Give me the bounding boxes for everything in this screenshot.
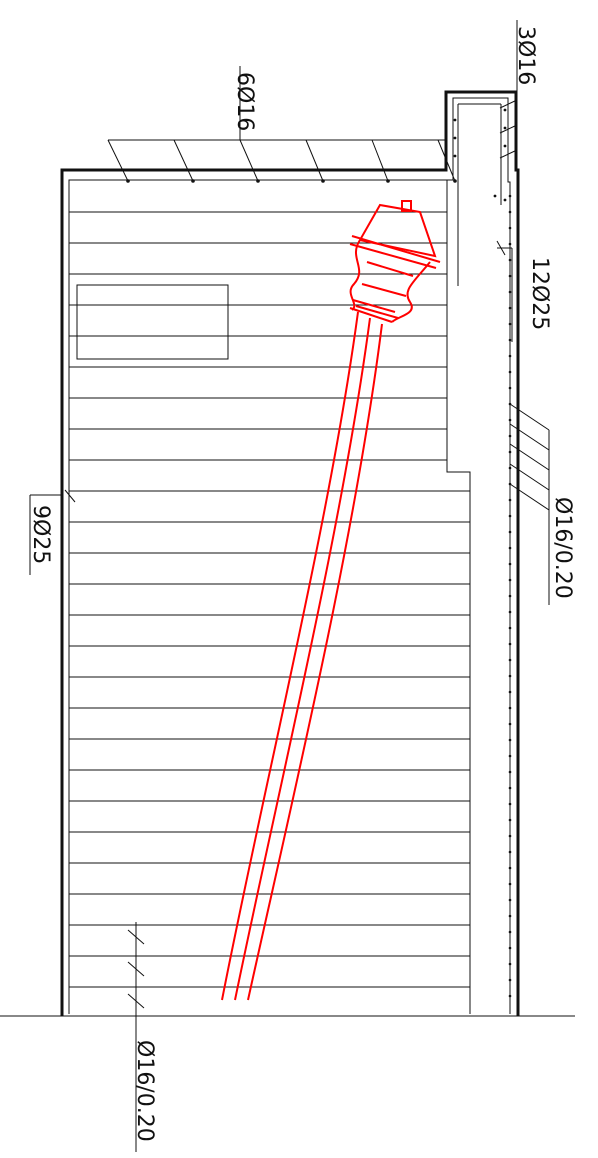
label-top-bar: 6Ø16	[232, 72, 257, 131]
label-left-bar: 9Ø25	[28, 505, 53, 564]
bar-dot	[508, 786, 512, 790]
bar-dot	[508, 226, 512, 230]
label-right-bar: 12Ø25	[527, 257, 552, 330]
bar-dot	[508, 306, 512, 310]
bar-dot	[508, 242, 512, 246]
opening	[76, 284, 229, 360]
bar-dot	[508, 962, 512, 966]
bar-dot	[508, 946, 512, 950]
bar-dot	[508, 930, 512, 934]
bar-dot	[508, 722, 512, 726]
bar-dot	[508, 322, 512, 326]
bar-dot	[508, 434, 512, 438]
bar-dot	[508, 210, 512, 214]
bar-dot	[508, 754, 512, 758]
bar-dot	[508, 498, 512, 502]
bar-dot	[508, 818, 512, 822]
bar-dot	[508, 866, 512, 870]
bar-dot	[508, 898, 512, 902]
wall-outline	[60, 90, 520, 1016]
bar-dot	[508, 530, 512, 534]
label-right-stirrup: Ø16/0.20	[550, 497, 575, 599]
cap-dots	[453, 108, 507, 202]
bar-dot	[508, 594, 512, 598]
bar-dot	[508, 738, 512, 742]
bar-dot	[508, 978, 512, 982]
bar-dot	[508, 514, 512, 518]
bar-dot	[508, 290, 512, 294]
bar-dot	[508, 466, 512, 470]
bar-dot	[508, 258, 512, 262]
corner-bar-leaders	[499, 20, 518, 159]
bar-dot	[508, 418, 512, 422]
bar-dot	[508, 882, 512, 886]
anchor-device	[221, 200, 441, 1001]
bar-dot	[508, 626, 512, 630]
bar-dot	[508, 642, 512, 646]
inner-step	[446, 180, 471, 1014]
bar-dot	[508, 562, 512, 566]
bar-dot	[508, 658, 512, 662]
top-bar-leaders	[107, 66, 456, 182]
left-bar-leader	[29, 489, 76, 575]
label-bottom-stirrup: Ø16/0.20	[132, 1040, 157, 1142]
bar-dot	[508, 370, 512, 374]
bar-dot	[508, 274, 512, 278]
bar-dot	[508, 386, 512, 390]
bar-dot	[508, 914, 512, 918]
bar-dot	[508, 674, 512, 678]
top-bar-ends	[126, 179, 457, 183]
right-bar-leader	[496, 240, 513, 342]
right-stirrup-leaders	[509, 403, 550, 605]
cover-line	[68, 97, 511, 1014]
bar-dot	[508, 834, 512, 838]
bar-dot	[508, 450, 512, 454]
bar-dot	[508, 770, 512, 774]
bar-dot	[508, 690, 512, 694]
bar-dot	[508, 850, 512, 854]
bottom-stirrup-leader	[127, 922, 145, 1152]
bar-dot	[508, 578, 512, 582]
bar-dot	[508, 802, 512, 806]
bar-dot	[508, 994, 512, 998]
bar-dot	[508, 706, 512, 710]
label-corner-bar: 3Ø16	[513, 26, 538, 85]
bar-dot	[508, 194, 512, 198]
bar-dot	[508, 610, 512, 614]
bar-dot	[508, 546, 512, 550]
bar-dot	[508, 338, 512, 342]
horizontal-bars	[69, 211, 470, 988]
bar-dot	[508, 354, 512, 358]
